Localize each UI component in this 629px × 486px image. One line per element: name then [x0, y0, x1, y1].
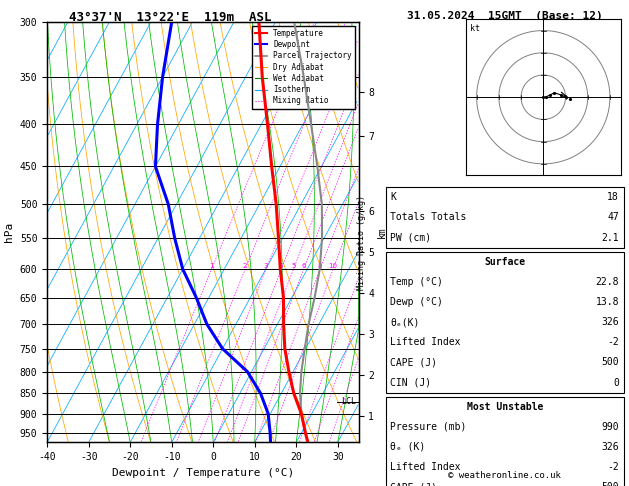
- Text: Totals Totals: Totals Totals: [391, 212, 467, 223]
- Text: 0: 0: [613, 378, 619, 388]
- Text: CAPE (J): CAPE (J): [391, 357, 438, 367]
- Bar: [386, 397, 624, 486]
- Text: Surface: Surface: [484, 257, 525, 267]
- Text: © weatheronline.co.uk: © weatheronline.co.uk: [448, 471, 561, 480]
- Text: 47: 47: [608, 212, 619, 223]
- Y-axis label: km
ASL: km ASL: [377, 223, 399, 241]
- Text: 326: 326: [601, 317, 619, 327]
- Text: -2: -2: [608, 462, 619, 472]
- Text: K: K: [391, 192, 396, 202]
- Text: Dewp (°C): Dewp (°C): [391, 297, 443, 307]
- Text: Mixing Ratio (g/kg): Mixing Ratio (g/kg): [357, 195, 366, 291]
- Y-axis label: hPa: hPa: [4, 222, 14, 242]
- Text: Lifted Index: Lifted Index: [391, 462, 461, 472]
- Text: kt: kt: [470, 23, 480, 33]
- Text: 13.8: 13.8: [596, 297, 619, 307]
- Text: 22.8: 22.8: [596, 277, 619, 287]
- Text: CAPE (J): CAPE (J): [391, 482, 438, 486]
- Text: 4: 4: [279, 263, 284, 269]
- Text: Lifted Index: Lifted Index: [391, 337, 461, 347]
- Text: 500: 500: [601, 482, 619, 486]
- Text: 2: 2: [243, 263, 247, 269]
- Text: 43°37'N  13°22'E  119m  ASL: 43°37'N 13°22'E 119m ASL: [69, 11, 271, 24]
- Text: 990: 990: [601, 422, 619, 432]
- Text: θₑ(K): θₑ(K): [391, 317, 420, 327]
- Text: Temp (°C): Temp (°C): [391, 277, 443, 287]
- Text: PW (cm): PW (cm): [391, 232, 431, 243]
- Text: Most Unstable: Most Unstable: [467, 401, 543, 412]
- Text: 326: 326: [601, 442, 619, 452]
- Text: -2: -2: [608, 337, 619, 347]
- Bar: [386, 187, 624, 248]
- Text: 500: 500: [601, 357, 619, 367]
- Text: 1: 1: [209, 263, 214, 269]
- Text: CIN (J): CIN (J): [391, 378, 431, 388]
- X-axis label: Dewpoint / Temperature (°C): Dewpoint / Temperature (°C): [112, 468, 294, 478]
- Bar: [386, 252, 624, 393]
- Text: 31.05.2024  15GMT  (Base: 12): 31.05.2024 15GMT (Base: 12): [407, 11, 603, 21]
- Text: 10: 10: [328, 263, 338, 269]
- Text: 18: 18: [608, 192, 619, 202]
- Legend: Temperature, Dewpoint, Parcel Trajectory, Dry Adiabat, Wet Adiabat, Isotherm, Mi: Temperature, Dewpoint, Parcel Trajectory…: [252, 26, 355, 108]
- Text: 8: 8: [318, 263, 322, 269]
- Text: 6: 6: [301, 263, 306, 269]
- Text: LCL: LCL: [342, 397, 357, 406]
- Text: 2.1: 2.1: [601, 232, 619, 243]
- Text: 3: 3: [264, 263, 268, 269]
- Text: 5: 5: [291, 263, 296, 269]
- Text: θₑ (K): θₑ (K): [391, 442, 426, 452]
- Text: Pressure (mb): Pressure (mb): [391, 422, 467, 432]
